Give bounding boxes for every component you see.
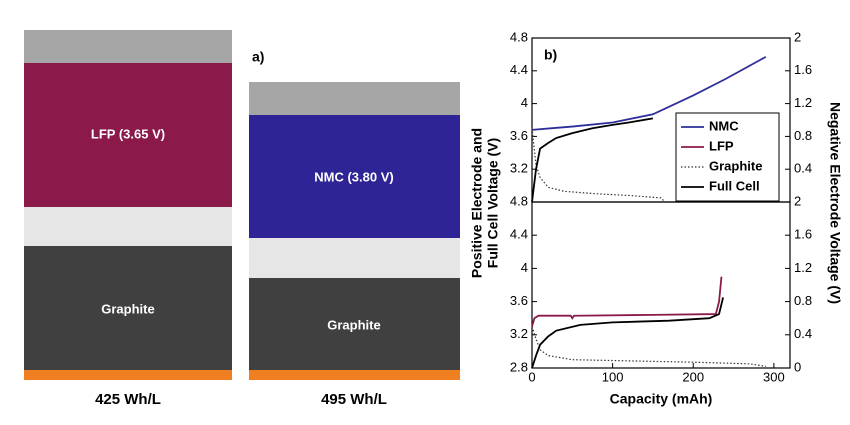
legend-label: NMC <box>709 118 739 133</box>
layer-label: Graphite <box>101 301 154 316</box>
x-axis-title: Capacity (mAh) <box>610 391 713 407</box>
x-tick-label: 200 <box>682 369 704 384</box>
layer <box>24 63 232 207</box>
y2-axis-title: Negative Electrode Voltage (V) <box>827 102 843 304</box>
y2-tick-label: 0.8 <box>794 293 812 308</box>
y-tick-label: 3.6 <box>510 128 528 143</box>
y2-tick-label: 1.2 <box>794 95 812 110</box>
y2-tick-label: 1.6 <box>794 62 812 77</box>
layer <box>24 246 232 370</box>
y-tick-label: 4 <box>521 95 528 110</box>
y-tick-label: 4.4 <box>510 62 528 77</box>
layer-label: LFP (3.65 V) <box>91 126 165 141</box>
layer <box>24 30 232 63</box>
y-tick-label: 3.2 <box>510 161 528 176</box>
layer <box>24 207 232 246</box>
y2-tick-label: 2 <box>794 29 801 44</box>
y2-tick-label: 2 <box>794 193 801 208</box>
y2-tick-label: 0.4 <box>794 161 812 176</box>
layer <box>249 278 460 370</box>
y-tick-label: 4.4 <box>510 227 528 242</box>
y2-tick-label: 1.6 <box>794 227 812 242</box>
panel-label: b) <box>544 47 557 63</box>
series-line <box>531 326 766 367</box>
plot-frame <box>531 201 791 369</box>
x-tick-label: 300 <box>763 369 785 384</box>
y-tick-label: 3.6 <box>510 293 528 308</box>
legend-label: Graphite <box>709 158 762 173</box>
y-tick-label: 3.2 <box>510 326 528 341</box>
series-line <box>531 276 723 327</box>
layer <box>249 238 460 278</box>
series-line <box>531 128 666 203</box>
y-tick-label: 4.8 <box>510 29 528 44</box>
series-line <box>531 117 654 203</box>
caption: 425 Wh/L <box>95 391 161 408</box>
figure-a: LFP (3.65 V) Graphite 425 Wh/L NMC (3.80… <box>24 30 460 408</box>
y-tick-label: 4.8 <box>510 193 528 208</box>
layer <box>249 115 460 238</box>
layer-label: Graphite <box>327 317 380 332</box>
series-line <box>531 56 767 131</box>
x-tick-label: 0 <box>528 369 535 384</box>
y-tick-label: 4 <box>521 260 528 275</box>
series-line <box>531 297 724 369</box>
layer <box>249 82 460 115</box>
y-axis-title: Positive Electrode and <box>469 128 485 278</box>
x-tick-label: 100 <box>602 369 624 384</box>
layer <box>249 370 460 380</box>
y2-tick-label: 0.4 <box>794 326 812 341</box>
y-tick-label: 2.8 <box>510 359 528 374</box>
y2-tick-label: 0.8 <box>794 128 812 143</box>
y2-tick-label: 0 <box>794 359 801 374</box>
panel-label: a) <box>252 49 264 65</box>
legend-label: LFP <box>709 138 734 153</box>
layer-label: NMC (3.80 V) <box>314 169 393 184</box>
y2-tick-label: 1.2 <box>794 260 812 275</box>
layer <box>24 370 232 380</box>
caption: 495 Wh/L <box>321 391 387 408</box>
y-axis-title: Full Cell Voltage (V) <box>485 138 501 268</box>
legend-label: Full Cell <box>709 178 760 193</box>
